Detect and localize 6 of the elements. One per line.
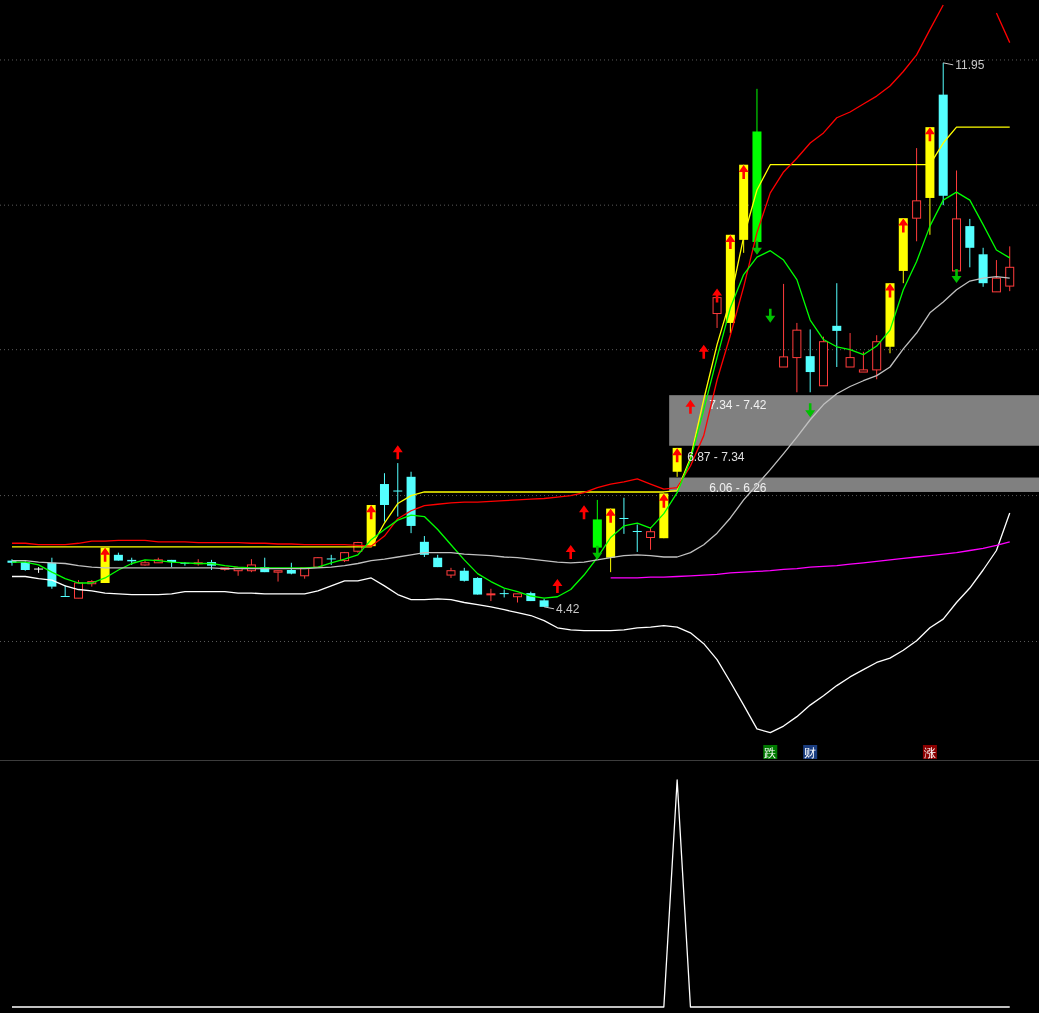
- x-tick-label: 涨: [923, 746, 936, 760]
- annotation: 4.42: [556, 601, 580, 616]
- x-tick-label: 跌: [764, 746, 777, 760]
- band-label: 6.06 - 6.26: [709, 480, 767, 495]
- annotation: 11.95: [955, 57, 985, 72]
- x-tick-label: 财: [804, 746, 817, 760]
